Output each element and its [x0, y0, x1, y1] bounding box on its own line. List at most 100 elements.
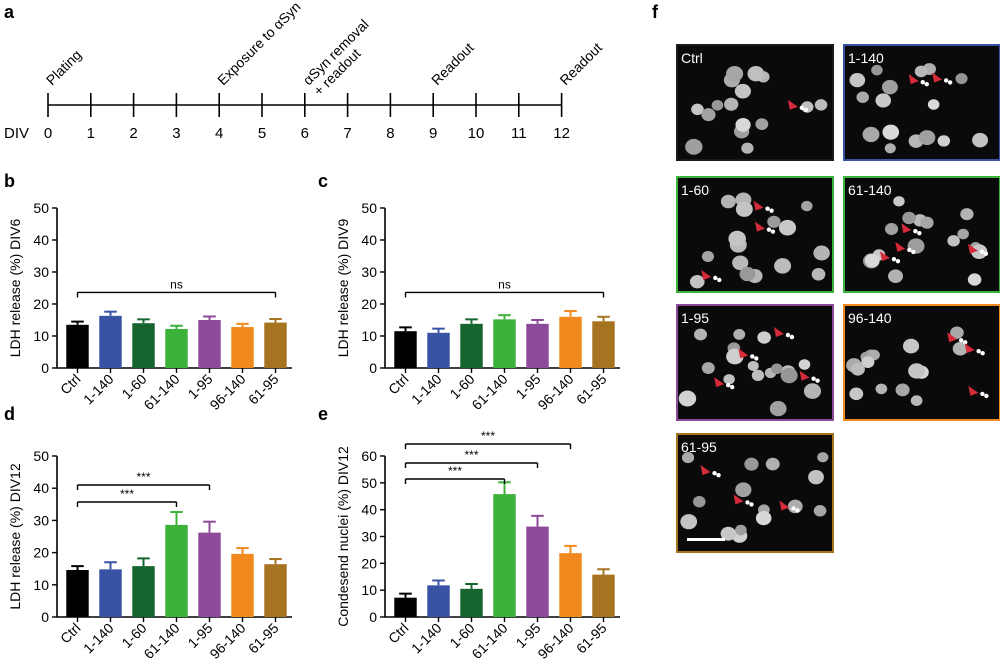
y-tick-label: 0	[369, 609, 377, 625]
condensed-nucleus	[980, 391, 985, 397]
panel-letter-c: c	[318, 171, 328, 191]
arrowhead-icon	[967, 243, 978, 254]
timeline-event-label: αSyn removal+ readout	[300, 16, 383, 99]
arrowhead-icon	[700, 465, 711, 476]
nucleus	[955, 73, 968, 85]
nucleus	[914, 65, 928, 78]
timeline-tick-label: 10	[468, 125, 485, 142]
timeline-tick-label: 2	[129, 125, 137, 142]
timeline-event-line: Readout	[556, 39, 605, 88]
timeline-event-label: Readout	[556, 39, 605, 88]
nucleus	[808, 469, 824, 485]
y-tick-label: 30	[33, 264, 49, 280]
bar	[559, 316, 582, 368]
condensed-nucleus	[712, 470, 717, 476]
nucleus	[813, 245, 830, 261]
significance-label: ***	[120, 487, 134, 501]
nucleus	[803, 383, 822, 399]
nucleus	[798, 359, 811, 370]
bar	[99, 569, 122, 617]
x-tick-label: 1-140	[408, 620, 445, 657]
condensed-nucleus	[799, 105, 805, 111]
nucleus	[947, 235, 960, 247]
nucleus	[871, 64, 883, 76]
x-tick-label: 1-140	[80, 371, 117, 408]
nucleus	[856, 91, 869, 103]
timeline-event-label: Plating	[43, 47, 85, 89]
significance-label: ***	[464, 448, 478, 462]
bar	[198, 320, 221, 368]
y-axis-label: Condesend nuclei (%) DIV12	[335, 446, 351, 627]
timeline-tick-label: 6	[301, 125, 309, 142]
condensed-nucleus	[803, 107, 809, 113]
micrograph-label: 61-140	[848, 182, 892, 198]
panel-letter-e: e	[318, 404, 328, 424]
condensed-nucleus	[979, 249, 985, 254]
condensed-nucleus	[924, 81, 929, 87]
nucleus	[780, 367, 798, 384]
y-tick-label: 60	[361, 448, 377, 464]
y-tick-label: 30	[361, 264, 377, 280]
x-tick-label: Ctrl	[385, 620, 412, 647]
nucleus	[681, 452, 695, 464]
timeline-tick-label: 9	[429, 125, 437, 142]
timeline-tick-label: 8	[386, 125, 394, 142]
nucleus	[735, 117, 751, 132]
nucleus	[701, 251, 715, 263]
nucleus	[769, 401, 787, 417]
bar	[231, 553, 254, 617]
nucleus	[739, 266, 756, 282]
condensed-nucleus	[754, 356, 759, 361]
arrowhead-icon	[901, 223, 912, 234]
micrograph-label: Ctrl	[681, 50, 703, 66]
nucleus	[882, 124, 900, 140]
y-tick-label: 50	[33, 448, 49, 464]
bar	[427, 332, 450, 368]
micrograph-frame	[843, 176, 1000, 293]
bar	[493, 494, 516, 617]
nucleus	[720, 194, 736, 209]
bar	[198, 532, 221, 617]
significance-label: ***	[448, 464, 462, 478]
condensed-nucleus	[984, 393, 989, 399]
arrowhead-icon	[879, 251, 890, 262]
micrograph-label: 96-140	[848, 310, 892, 326]
micrograph-panel: Ctrl 1-140 1-60 61-140 1-95 96-140 61-95	[676, 44, 1000, 553]
nucleus	[691, 103, 704, 116]
nucleus	[701, 108, 716, 122]
condensed-nucleus	[920, 79, 925, 85]
micrograph-label: 61-95	[681, 439, 717, 455]
condensed-nucleus	[765, 206, 770, 211]
nucleus	[678, 390, 697, 407]
condensed-nucleus	[750, 354, 755, 359]
nucleus	[884, 143, 896, 154]
panel-letter-f: f	[652, 2, 659, 22]
nucleus	[817, 452, 829, 463]
timeline-tick-label: 0	[44, 125, 52, 142]
y-tick-label: 20	[33, 296, 49, 312]
x-tick-label: 61-95	[245, 620, 282, 657]
nucleus	[862, 126, 880, 143]
arrowhead-icon	[799, 370, 810, 381]
y-tick-label: 40	[33, 480, 49, 496]
x-tick-label: 1-140	[408, 371, 445, 408]
nucleus	[720, 526, 736, 541]
condensed-nucleus	[962, 340, 968, 345]
micrograph-frame	[676, 433, 834, 553]
condensed-nucleus	[729, 384, 735, 390]
y-tick-label: 10	[33, 328, 49, 344]
nucleus	[701, 362, 715, 374]
x-tick-label: 1-140	[80, 620, 117, 657]
bar	[427, 585, 450, 617]
micrograph-label: 1-140	[848, 50, 884, 66]
nucleus	[902, 211, 916, 225]
arrowhead-icon	[964, 343, 975, 354]
arrowhead-icon	[908, 74, 919, 85]
bar	[460, 588, 483, 617]
timeline-tick-label: 4	[215, 125, 223, 142]
x-tick-label: 96-140	[206, 371, 248, 413]
significance-label: ns	[498, 277, 511, 291]
nucleus	[735, 482, 752, 498]
micrograph: 96-140	[843, 304, 1000, 421]
